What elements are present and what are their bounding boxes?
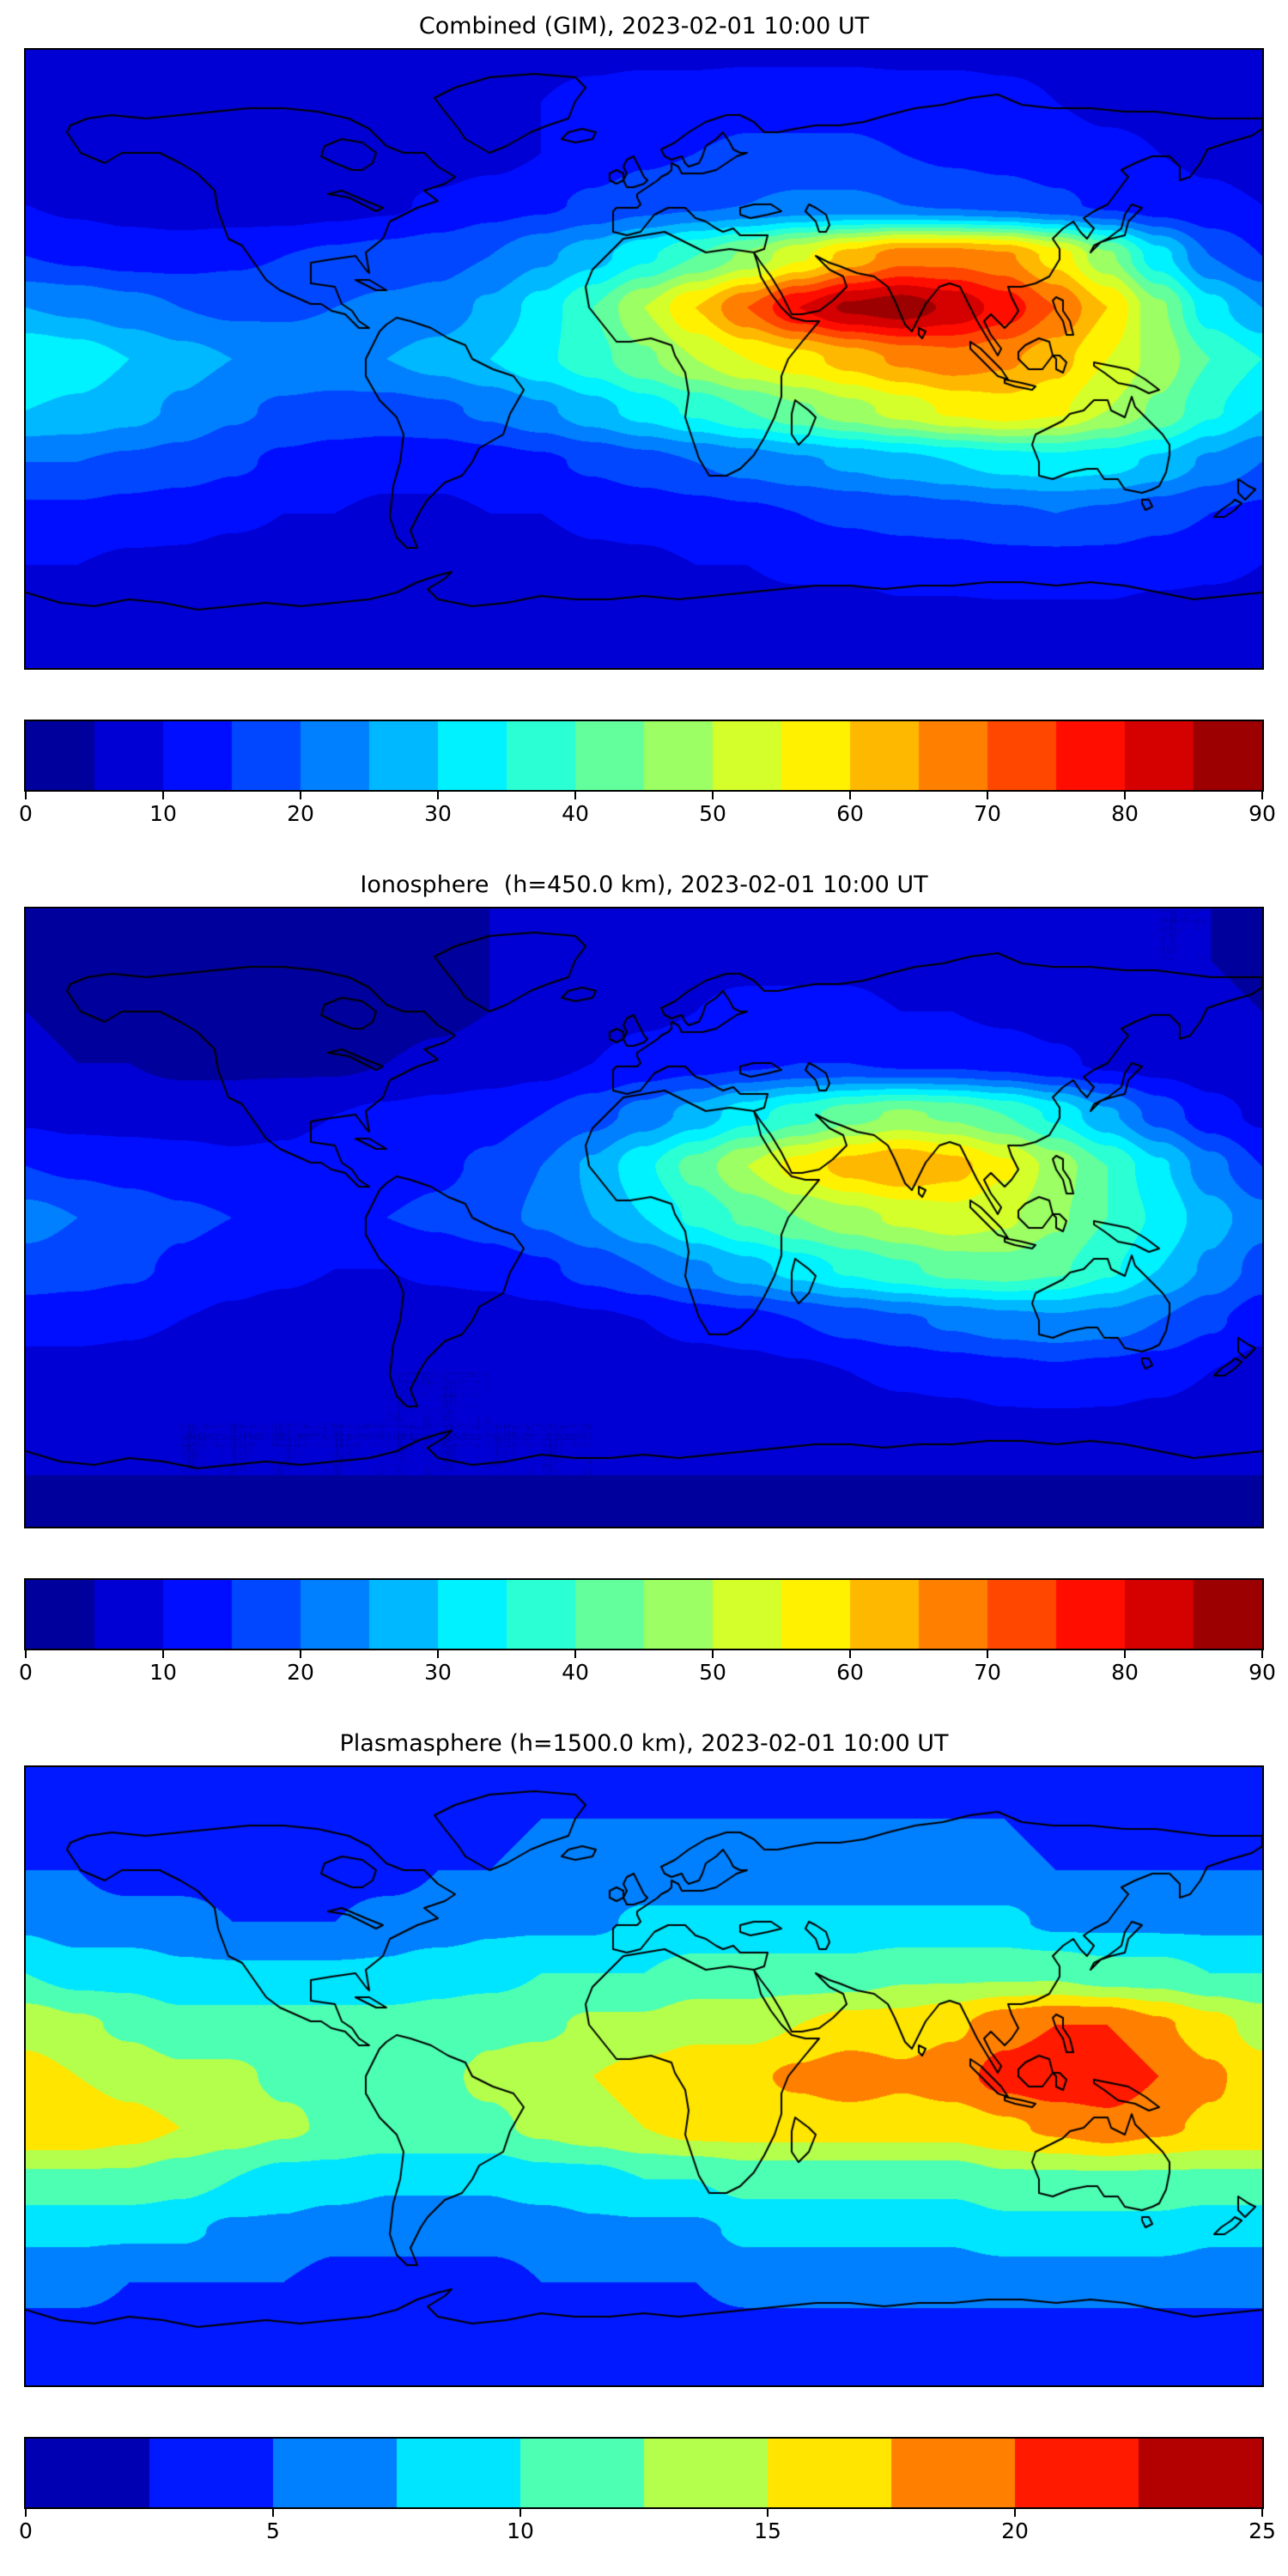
colorbar-tick-label: 30: [424, 1660, 452, 1685]
colorbar-tick-mark: [25, 1650, 27, 1658]
colorbar-tick-mark: [987, 792, 988, 799]
colorbar-tick-label: 50: [699, 1660, 726, 1685]
colorbar-tick-label: 60: [836, 801, 864, 826]
colorbar-canvas-2: [24, 1578, 1264, 1650]
colorbar-tick-label: 10: [507, 2518, 534, 2543]
map-canvas-1: [24, 48, 1264, 670]
colorbar-tick-label: 10: [149, 1660, 177, 1685]
colorbar-tick-label: 0: [19, 801, 33, 826]
colorbar-tick-mark: [574, 1650, 576, 1658]
colorbar-tick-mark: [161, 1650, 164, 1658]
colorbar-tick-mark: [1014, 2509, 1016, 2517]
colorbar-tick-mark: [574, 792, 576, 799]
figure-panel-plasmasphere: Plasmasphere (h=1500.0 km), 2023-02-01 1…: [0, 1717, 1288, 2576]
colorbar-tick-label: 0: [19, 1660, 33, 1685]
colorbar-tick-mark: [437, 1650, 439, 1658]
colorbar-tick-label: 25: [1249, 2518, 1276, 2543]
colorbar-canvas-1: [24, 720, 1264, 792]
colorbar-tick-mark: [1123, 1650, 1126, 1658]
colorbar-ticks-3: 0 5 10 15 20 25: [19, 2509, 1276, 2550]
colorbar-tick-mark: [712, 792, 714, 799]
map-canvas-3: [24, 1765, 1264, 2387]
colorbar-tick-mark: [25, 792, 27, 799]
colorbar-tick-mark: [1261, 792, 1263, 799]
colorbar-tick-mark: [299, 792, 301, 799]
colorbar-tick-label: 90: [1249, 1660, 1276, 1685]
colorbar-tick-mark: [519, 2509, 521, 2517]
panel-2-map-wrap: [24, 907, 1264, 1528]
colorbar-tick-mark: [1261, 1650, 1263, 1658]
figure-panel-combined: Combined (GIM), 2023-02-01 10:00 UT 0 10 2…: [0, 0, 1288, 859]
colorbar-tick-label: 10: [149, 801, 177, 826]
colorbar-tick-mark: [987, 1650, 988, 1658]
colorbar-tick-label: 80: [1111, 801, 1139, 826]
colorbar-canvas-3: [24, 2437, 1264, 2509]
panel-3-colorbar-wrap: [24, 2437, 1264, 2509]
colorbar-ticks-1: 0 10 20 30 40 50 60 70 80 90: [19, 792, 1276, 833]
colorbar-tick-label: 70: [974, 1660, 1001, 1685]
colorbar-tick-mark: [272, 2509, 274, 2517]
colorbar-tick-label: 40: [562, 1660, 589, 1685]
colorbar-tick-label: 15: [754, 2518, 781, 2543]
panel-1-title: Combined (GIM), 2023-02-01 10:00 UT: [418, 13, 870, 39]
colorbar-tick-label: 30: [424, 801, 452, 826]
colorbar-tick-mark: [25, 2509, 27, 2517]
panel-1-colorbar-wrap: [24, 720, 1264, 792]
colorbar-tick-label: 80: [1111, 1660, 1139, 1685]
colorbar-tick-mark: [161, 792, 164, 799]
colorbar-tick-mark: [299, 1650, 301, 1658]
colorbar-tick-mark: [767, 2509, 769, 2517]
colorbar-tick-label: 60: [836, 1660, 864, 1685]
colorbar-tick-mark: [437, 792, 439, 799]
colorbar-tick-label: 20: [287, 1660, 314, 1685]
panel-3-map-wrap: [24, 1765, 1264, 2387]
colorbar-tick-label: 20: [1001, 2518, 1029, 2543]
colorbar-tick-label: 20: [287, 801, 314, 826]
panel-3-title: Plasmasphere (h=1500.0 km), 2023-02-01 1…: [339, 1730, 949, 1757]
colorbar-tick-mark: [849, 1650, 851, 1658]
figure-panel-ionosphere: Ionosphere (h=450.0 km), 2023-02-01 10:0…: [0, 859, 1288, 1717]
colorbar-tick-label: 50: [699, 801, 726, 826]
colorbar-tick-label: 70: [974, 801, 1001, 826]
colorbar-tick-mark: [849, 792, 851, 799]
colorbar-tick-label: 5: [266, 2518, 280, 2543]
colorbar-tick-mark: [1123, 792, 1126, 799]
colorbar-tick-label: 0: [19, 2518, 33, 2543]
colorbar-ticks-2: 0 10 20 30 40 50 60 70 80 90: [19, 1650, 1276, 1692]
panel-2-title: Ionosphere (h=450.0 km), 2023-02-01 10:0…: [360, 872, 928, 898]
map-canvas-2: [24, 907, 1264, 1528]
panel-1-map-wrap: [24, 48, 1264, 670]
colorbar-tick-mark: [712, 1650, 714, 1658]
panel-2-colorbar-wrap: [24, 1578, 1264, 1650]
colorbar-tick-label: 90: [1249, 801, 1276, 826]
colorbar-tick-label: 40: [562, 801, 589, 826]
colorbar-tick-mark: [1261, 2509, 1263, 2517]
